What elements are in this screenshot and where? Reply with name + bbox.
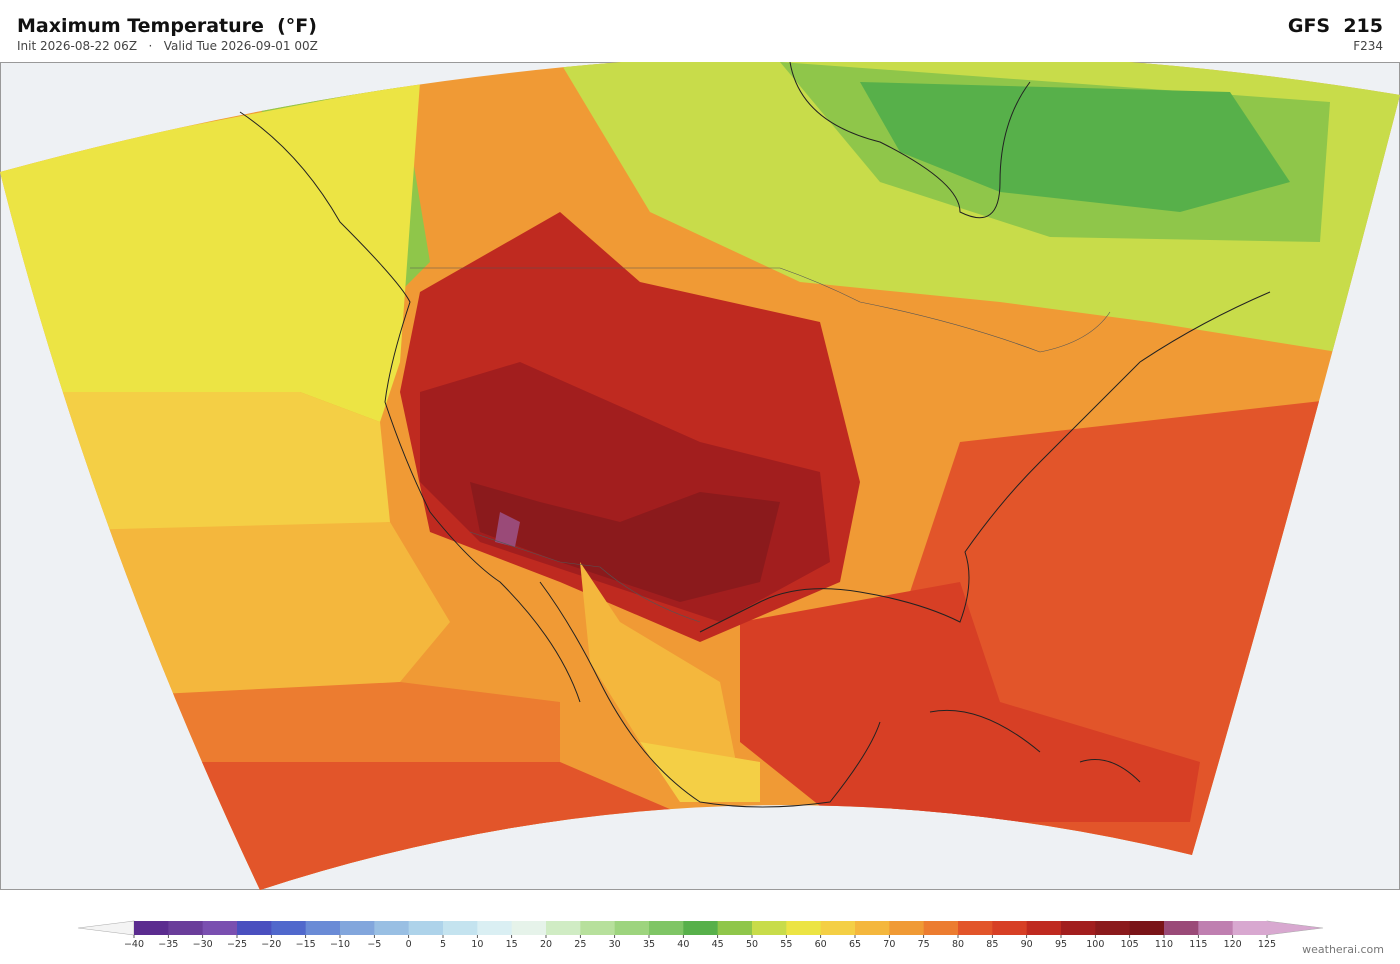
color-bin (408, 921, 444, 935)
tick-label: −35 (158, 939, 178, 950)
tick-label: 25 (574, 939, 586, 950)
color-bin (889, 921, 925, 935)
color-bin (923, 921, 959, 935)
subtitle: Init 2026-08-22 06Z · Valid Tue 2026-09-… (17, 39, 318, 53)
tick-label: 45 (712, 939, 724, 950)
color-bin (1198, 921, 1234, 935)
tick-label: 120 (1224, 939, 1242, 950)
separator: · (148, 39, 153, 53)
color-bin (752, 921, 787, 935)
color-bin (340, 921, 375, 935)
tick-label: −5 (367, 939, 381, 950)
color-bin (202, 921, 238, 935)
tick-label: 50 (746, 939, 758, 950)
tick-label: 125 (1258, 939, 1276, 950)
color-bin (683, 921, 719, 935)
color-bin (237, 921, 272, 935)
color-bin (1129, 921, 1165, 935)
color-bin (1095, 921, 1131, 935)
tick-label: 10 (471, 939, 483, 950)
color-bin (1164, 921, 1199, 935)
color-bin (855, 921, 890, 935)
tick-label: 20 (540, 939, 552, 950)
valid-time: Valid Tue 2026-09-01 00Z (163, 39, 318, 53)
init-time: Init 2026-08-22 06Z (17, 39, 138, 53)
color-bin (1232, 921, 1268, 935)
tick-label: 60 (815, 939, 827, 950)
color-bin (786, 921, 822, 935)
tick-label: −15 (296, 939, 316, 950)
tick-label: 0 (406, 939, 412, 950)
color-bin (271, 921, 307, 935)
tick-label: 75 (918, 939, 930, 950)
tick-label: 5 (440, 939, 446, 950)
tick-label: 90 (1021, 939, 1033, 950)
tick-label: 40 (677, 939, 689, 950)
tick-label: 30 (609, 939, 621, 950)
tick-label: −40 (124, 939, 144, 950)
color-bin (134, 921, 169, 935)
color-bin (717, 921, 753, 935)
color-bin (443, 921, 478, 935)
tick-label: 35 (643, 939, 655, 950)
color-bin (992, 921, 1028, 935)
tick-label: −10 (330, 939, 350, 950)
tick-label: 70 (883, 939, 895, 950)
coastlines (239, 62, 1271, 808)
color-bin (546, 921, 581, 935)
over-extension (1266, 920, 1324, 936)
color-bin (511, 921, 547, 935)
tick-label: 65 (849, 939, 861, 950)
color-bin (477, 921, 513, 935)
color-bin (614, 921, 650, 935)
color-bin (958, 921, 993, 935)
model: GFS 215 (1287, 15, 1383, 37)
temperature-field (0, 62, 1400, 891)
color-bin (1061, 921, 1096, 935)
tick-label: 55 (780, 939, 792, 950)
map (0, 62, 1400, 891)
color-bin (820, 921, 856, 935)
tick-label: 115 (1189, 939, 1207, 950)
tick-label: −30 (193, 939, 213, 950)
forecast-hour: F234 (1353, 39, 1383, 53)
tick-label: 105 (1121, 939, 1139, 950)
color-bin (1026, 921, 1062, 935)
color-bin (374, 921, 410, 935)
credit: weatherai.com (1302, 943, 1384, 956)
color-bin (168, 921, 204, 935)
tick-label: 100 (1086, 939, 1104, 950)
tick-label: 110 (1155, 939, 1173, 950)
color-bin (305, 921, 341, 935)
tick-label: −25 (227, 939, 247, 950)
tick-label: −20 (261, 939, 281, 950)
color-bin (649, 921, 684, 935)
borders (410, 267, 1111, 623)
tick-label: 80 (952, 939, 964, 950)
color-bin (580, 921, 616, 935)
tick-label: 85 (986, 939, 998, 950)
colorbar: −40 −35 −30 −25 −20 −15 −10 −5 0 5 10 15 20 25 30 35 40 4… (77, 920, 1324, 950)
under-extension (77, 920, 135, 936)
tick-label: 15 (506, 939, 518, 950)
tick-label: 95 (1055, 939, 1067, 950)
title: Maximum Temperature (°F) (17, 15, 317, 37)
